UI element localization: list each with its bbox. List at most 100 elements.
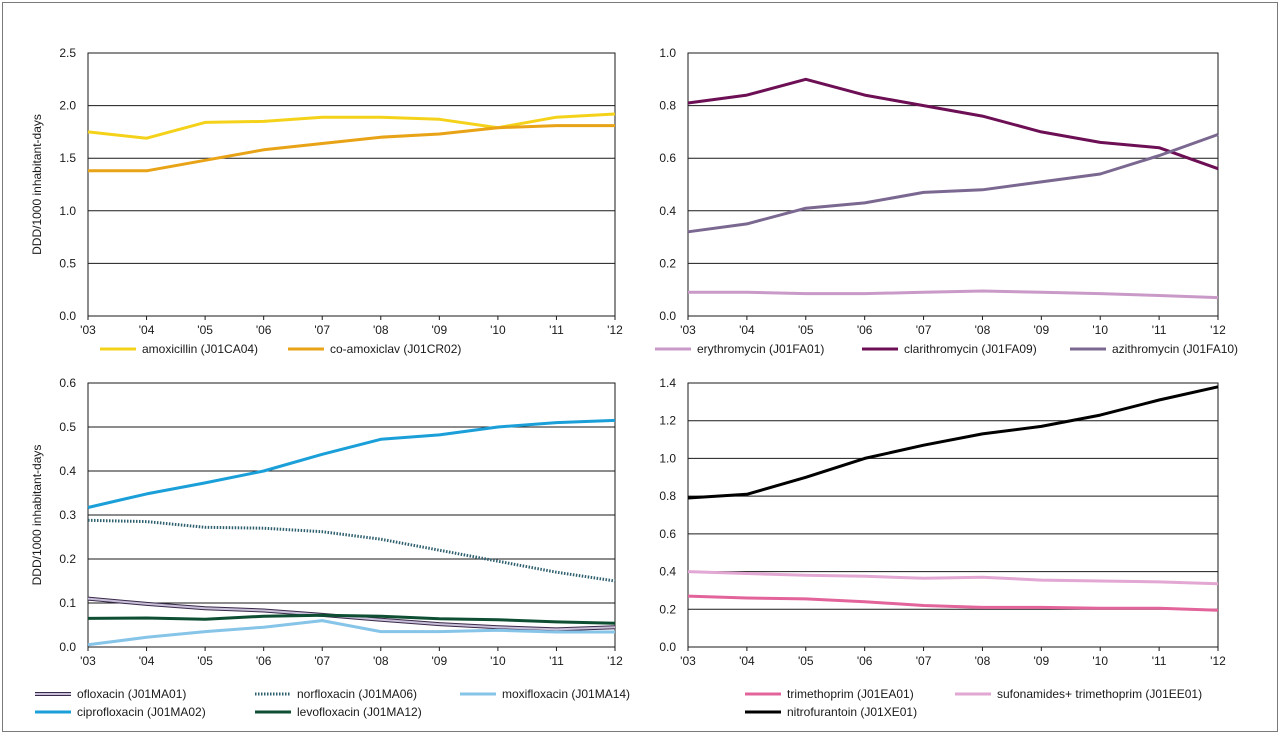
plot-area-border: [687, 52, 1219, 317]
y-tick-label: 0.6: [659, 527, 676, 541]
series-line-erythromycin: [688, 289, 1219, 300]
series-line-azithromycin: [687, 133, 1219, 234]
legend-label: moxifloxacin (J01MA14): [502, 687, 630, 701]
x-tick-label: '12: [1210, 323, 1226, 337]
y-tick-label: 0.4: [59, 464, 76, 478]
x-tick-label: '08: [373, 654, 389, 668]
legend-label: clarithromycin (J01FA09): [904, 342, 1037, 356]
y-tick-label: 0.2: [59, 552, 76, 566]
series-line-ofloxacin: [87, 597, 616, 631]
x-tick-label: '12: [607, 323, 623, 337]
y-tick-label: 0.3: [59, 508, 76, 522]
x-tick-label: '05: [197, 654, 213, 668]
y-tick-label: 0.4: [659, 565, 676, 579]
y-tick-label: 0.4: [659, 204, 676, 218]
plot-area-border: [687, 382, 1219, 648]
x-tick-label: '05: [798, 323, 814, 337]
x-tick-label: '09: [432, 323, 448, 337]
x-tick-label: '03: [80, 323, 96, 337]
x-tick-label: '07: [916, 654, 932, 668]
legend-label: co-amoxiclav (J01CR02): [330, 342, 461, 356]
chart-panel-2: 0.0 0.2 0.4 0.6 0.8 1.0 '03 '04 '05 '06 '07 '08 '09 '…: [655, 46, 1238, 356]
x-tick-label: '05: [197, 323, 213, 337]
chart-panel-1: 0.0 0.5 1.0 1.5 2.0 2.5 '03 '04 '05 '06 '07 '08 '09 '…: [30, 46, 623, 356]
y-tick-label: 1.5: [59, 151, 76, 165]
x-tick-label: '09: [1034, 654, 1050, 668]
y-tick-label: 0.6: [59, 376, 76, 390]
x-tick-label: '11: [549, 323, 564, 337]
y-axis-label: DDD/1000 inhabitant-days: [30, 445, 44, 586]
x-tick-label: '07: [916, 323, 932, 337]
y-tick-label: 0.2: [659, 256, 676, 270]
y-tick-label: 1.4: [659, 376, 676, 390]
x-tick-label: '06: [256, 654, 272, 668]
series-line-amoxicillin: [87, 112, 616, 140]
x-tick-label: '10: [490, 323, 506, 337]
y-tick-label: 0.5: [59, 256, 76, 270]
chart-panel-4: 0.0 0.2 0.4 0.6 0.8 1.0 1.2 1.4 '03 '04 '05 '06 '07 '…: [659, 376, 1226, 719]
x-tick-label: '10: [490, 654, 506, 668]
y-tick-label: 0.2: [659, 602, 676, 616]
legend-label: norfloxacin (J01MA06): [297, 687, 417, 701]
y-tick-label: 0.8: [659, 489, 676, 503]
x-tick-label: '05: [798, 654, 814, 668]
y-tick-label: 0.6: [659, 151, 676, 165]
x-tick-label: '04: [739, 323, 755, 337]
series-line-clarithromycin: [687, 77, 1219, 171]
series-line-levofloxacin: [87, 613, 616, 625]
series-line-moxifloxacin: [87, 619, 615, 647]
x-tick-label: '11: [549, 654, 564, 668]
y-tick-label: 0.0: [59, 309, 76, 323]
x-tick-label: '04: [139, 654, 155, 668]
series-line-norfloxacin: [87, 518, 616, 583]
x-tick-label: '04: [739, 654, 755, 668]
x-tick-label: '08: [975, 654, 991, 668]
y-tick-label: 0.0: [59, 640, 76, 654]
y-tick-label: 1.0: [59, 204, 76, 218]
chart-panel-3: 0.0 0.1 0.2 0.3 0.4 0.5 0.6 '03 '04 '05 '06 '07 '08 '…: [30, 376, 630, 719]
x-tick-label: '03: [80, 654, 96, 668]
y-tick-label: 0.8: [659, 99, 676, 113]
legend-label: levofloxacin (J01MA12): [297, 705, 422, 719]
x-tick-label: '11: [1152, 323, 1167, 337]
x-tick-label: '09: [432, 654, 448, 668]
x-tick-label: '12: [607, 654, 623, 668]
series-line-co-amoxiclav: [88, 124, 615, 173]
x-tick-label: '03: [680, 323, 696, 337]
legend-label: ciprofloxacin (J01MA02): [77, 705, 206, 719]
legend-label: azithromycin (J01FA10): [1112, 342, 1238, 356]
x-tick-label: '06: [857, 654, 873, 668]
legend-label: nitrofurantoin (J01XE01): [787, 705, 917, 719]
series-line-trimethoprim: [687, 594, 1219, 612]
plot-area-border: [87, 52, 616, 317]
x-tick-label: '07: [314, 654, 330, 668]
y-tick-label: 1.2: [659, 414, 676, 428]
legend-label: ofloxacin (J01MA01): [77, 687, 186, 701]
legend-label: amoxicillin (J01CA04): [142, 342, 258, 356]
y-tick-label: 0.5: [59, 420, 76, 434]
series-line-ciprofloxacin: [87, 418, 616, 509]
y-tick-label: 2.0: [59, 99, 76, 113]
y-tick-label: 2.5: [59, 46, 76, 60]
series-line-sufonamides: [687, 570, 1219, 586]
x-tick-label: '08: [975, 323, 991, 337]
y-tick-label: 1.0: [659, 46, 676, 60]
legend-label: erythromycin (J01FA01): [697, 342, 824, 356]
y-tick-label: 0.0: [659, 309, 676, 323]
x-tick-label: '09: [1034, 323, 1050, 337]
legend-label: trimethoprim (J01EA01): [787, 687, 914, 701]
x-tick-label: '10: [1092, 323, 1108, 337]
y-tick-label: 1.0: [659, 451, 676, 465]
x-tick-label: '08: [373, 323, 389, 337]
x-tick-label: '07: [314, 323, 330, 337]
y-tick-label: 0.0: [659, 640, 676, 654]
x-tick-label: '11: [1152, 654, 1167, 668]
x-tick-label: '04: [139, 323, 155, 337]
x-tick-label: '10: [1092, 654, 1108, 668]
x-tick-label: '12: [1210, 654, 1226, 668]
legend-label: sufonamides+ trimethoprim (J01EE01): [997, 687, 1202, 701]
x-tick-label: '03: [680, 654, 696, 668]
y-axis-label: DDD/1000 inhabitant-days: [30, 114, 44, 255]
